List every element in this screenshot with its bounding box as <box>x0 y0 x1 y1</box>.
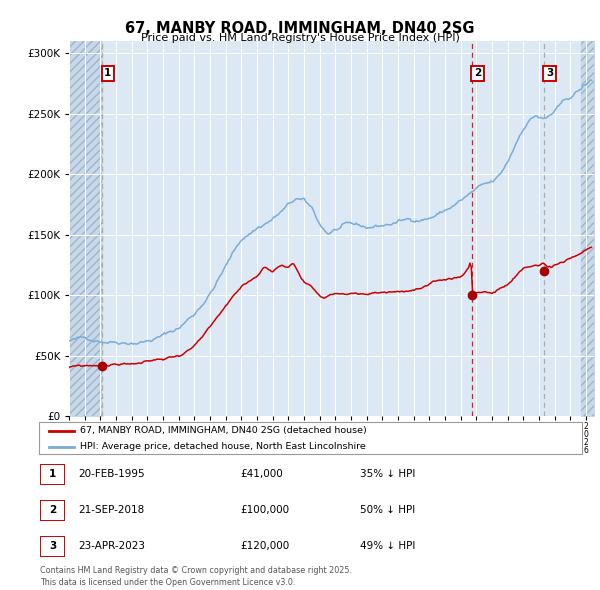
Text: 23-APR-2023: 23-APR-2023 <box>78 542 145 551</box>
Text: 2: 2 <box>474 68 481 78</box>
Text: Contains HM Land Registry data © Crown copyright and database right 2025.
This d: Contains HM Land Registry data © Crown c… <box>40 566 352 587</box>
Bar <box>69 41 103 416</box>
FancyBboxPatch shape <box>39 422 582 454</box>
Text: 67, MANBY ROAD, IMMINGHAM, DN40 2SG: 67, MANBY ROAD, IMMINGHAM, DN40 2SG <box>125 21 475 35</box>
Text: Price paid vs. HM Land Registry's House Price Index (HPI): Price paid vs. HM Land Registry's House … <box>140 33 460 43</box>
Text: 49% ↓ HPI: 49% ↓ HPI <box>360 542 415 551</box>
Text: 35% ↓ HPI: 35% ↓ HPI <box>360 470 415 479</box>
Bar <box>581 41 594 416</box>
FancyBboxPatch shape <box>40 464 65 485</box>
FancyBboxPatch shape <box>40 500 65 521</box>
FancyBboxPatch shape <box>40 536 65 557</box>
Text: 67, MANBY ROAD, IMMINGHAM, DN40 2SG (detached house): 67, MANBY ROAD, IMMINGHAM, DN40 2SG (det… <box>80 426 367 435</box>
Text: 1: 1 <box>104 68 112 78</box>
Text: 21-SEP-2018: 21-SEP-2018 <box>78 506 144 515</box>
Text: 20-FEB-1995: 20-FEB-1995 <box>78 470 145 479</box>
Text: £120,000: £120,000 <box>240 542 289 551</box>
Text: 2: 2 <box>49 506 56 515</box>
Text: HPI: Average price, detached house, North East Lincolnshire: HPI: Average price, detached house, Nort… <box>80 442 365 451</box>
Text: £100,000: £100,000 <box>240 506 289 515</box>
Text: 1: 1 <box>49 470 56 479</box>
Text: 3: 3 <box>49 542 56 551</box>
Text: £41,000: £41,000 <box>240 470 283 479</box>
Text: 3: 3 <box>546 68 553 78</box>
Text: 50% ↓ HPI: 50% ↓ HPI <box>360 506 415 515</box>
